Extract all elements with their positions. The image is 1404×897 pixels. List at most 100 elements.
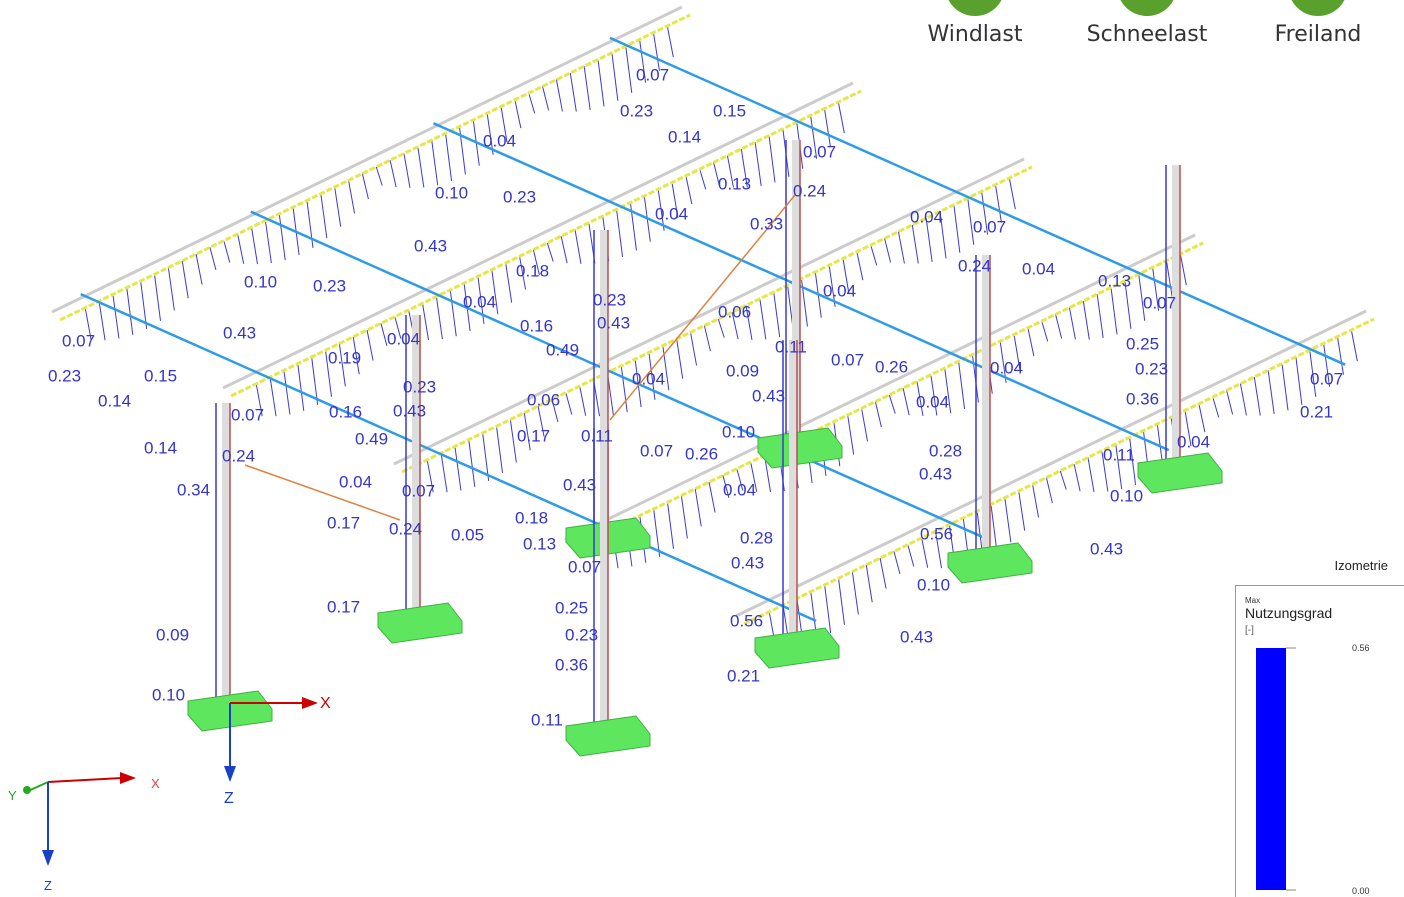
hatch xyxy=(182,261,188,298)
hatch xyxy=(908,545,914,567)
result-label: 0.23 xyxy=(1135,359,1168,378)
triad: X Y Z xyxy=(8,772,160,893)
hatch xyxy=(898,232,904,264)
result-label: 0.43 xyxy=(900,627,933,646)
hatch xyxy=(335,187,341,227)
result-label: 0.07 xyxy=(640,441,673,460)
result-label: 0.04 xyxy=(823,281,856,300)
hatch xyxy=(1005,498,1011,542)
hatch xyxy=(1097,294,1103,338)
x-axis xyxy=(48,778,122,782)
result-label: 0.43 xyxy=(731,553,764,572)
icon[interactable] xyxy=(945,0,1005,16)
result-label: 0.07 xyxy=(973,217,1006,236)
result-label: 0.07 xyxy=(1310,369,1343,388)
hatch xyxy=(224,241,230,263)
hatch xyxy=(691,332,697,365)
hatch xyxy=(1296,357,1302,405)
result-labels: 0.07 0.23 0.15 0.14 0.04 0.07 0.13 0.24 0.10 0.23… xyxy=(48,65,1343,729)
hatch xyxy=(1180,254,1186,285)
result-label: 0.05 xyxy=(451,525,484,544)
hatch xyxy=(1227,390,1233,414)
hatch xyxy=(252,227,258,264)
result-label: 0.07 xyxy=(231,405,264,424)
hatch xyxy=(866,565,872,602)
result-label: 0.36 xyxy=(555,655,588,674)
hatch xyxy=(390,160,396,187)
result-label: 0.13 xyxy=(718,174,751,193)
hatch xyxy=(1019,491,1025,531)
result-label: 0.24 xyxy=(958,256,991,275)
result-label: 0.56 xyxy=(730,611,763,630)
result-label: 0.07 xyxy=(636,65,669,84)
hatch xyxy=(469,440,475,487)
footing xyxy=(755,628,839,668)
hatch xyxy=(1033,484,1039,517)
hatch xyxy=(880,558,886,588)
hatch xyxy=(1240,384,1246,416)
result-label: 0.04 xyxy=(387,329,420,348)
hatch xyxy=(196,254,202,284)
axis-label: Z xyxy=(224,790,234,807)
hatch xyxy=(875,402,881,427)
hatch xyxy=(1199,404,1205,432)
result-label: 0.25 xyxy=(1126,334,1159,353)
result-label: 0.56 xyxy=(920,524,953,543)
result-label: 0.10 xyxy=(244,272,277,291)
result-label: 0.14 xyxy=(144,438,177,457)
hatch xyxy=(1046,478,1052,503)
hatch xyxy=(1351,330,1357,361)
hatch xyxy=(284,370,290,414)
hatch xyxy=(667,26,673,57)
ridge xyxy=(60,15,690,320)
hatch xyxy=(1111,288,1117,335)
hatch xyxy=(871,245,877,265)
hatch xyxy=(1060,471,1066,490)
brace xyxy=(245,465,400,520)
result-label: 0.10 xyxy=(152,685,185,704)
hatch xyxy=(1213,397,1219,417)
hatch xyxy=(362,174,368,199)
result-label: 0.43 xyxy=(563,475,596,494)
result-label: 0.10 xyxy=(435,183,468,202)
icon[interactable] xyxy=(1117,0,1177,16)
hatch xyxy=(991,504,997,551)
tab[interactable]: Windlast xyxy=(928,22,1023,47)
hatch xyxy=(543,86,549,110)
result-label: 0.07 xyxy=(803,142,836,161)
legend-unit: [-] xyxy=(1245,625,1254,636)
hatch xyxy=(704,326,710,351)
axis-label: Y xyxy=(8,788,17,803)
icon[interactable] xyxy=(1288,0,1348,16)
footing xyxy=(948,543,1032,583)
hatch xyxy=(510,420,516,463)
hatch xyxy=(459,127,465,175)
color-bar xyxy=(1256,648,1286,890)
tab[interactable]: Freiland xyxy=(1275,22,1362,47)
hatch xyxy=(839,578,845,625)
arrow xyxy=(302,697,318,709)
hatch xyxy=(423,303,429,340)
hatch xyxy=(954,205,960,253)
hatch xyxy=(686,176,692,204)
result-label: 0.23 xyxy=(620,101,653,120)
hatch xyxy=(99,301,105,340)
result-label: 0.15 xyxy=(144,366,177,385)
roof-edge xyxy=(394,159,1024,464)
hatch xyxy=(584,66,590,110)
hatch xyxy=(959,361,965,409)
tab[interactable]: Schneelast xyxy=(1087,22,1208,47)
result-label: 0.04 xyxy=(910,207,943,226)
result-label: 0.14 xyxy=(668,127,701,146)
hatch xyxy=(1282,364,1288,411)
hatch xyxy=(755,142,761,186)
hatch xyxy=(127,288,133,335)
result-label: 0.04 xyxy=(483,131,516,150)
result-label: 0.43 xyxy=(597,313,630,332)
result-label: 0.24 xyxy=(389,519,422,538)
result-label: 0.23 xyxy=(503,187,536,206)
hatch xyxy=(238,234,244,264)
result-label: 0.36 xyxy=(1126,389,1159,408)
header-icons: Windlast Schneelast Freiland xyxy=(928,0,1362,47)
hatch xyxy=(612,53,618,101)
